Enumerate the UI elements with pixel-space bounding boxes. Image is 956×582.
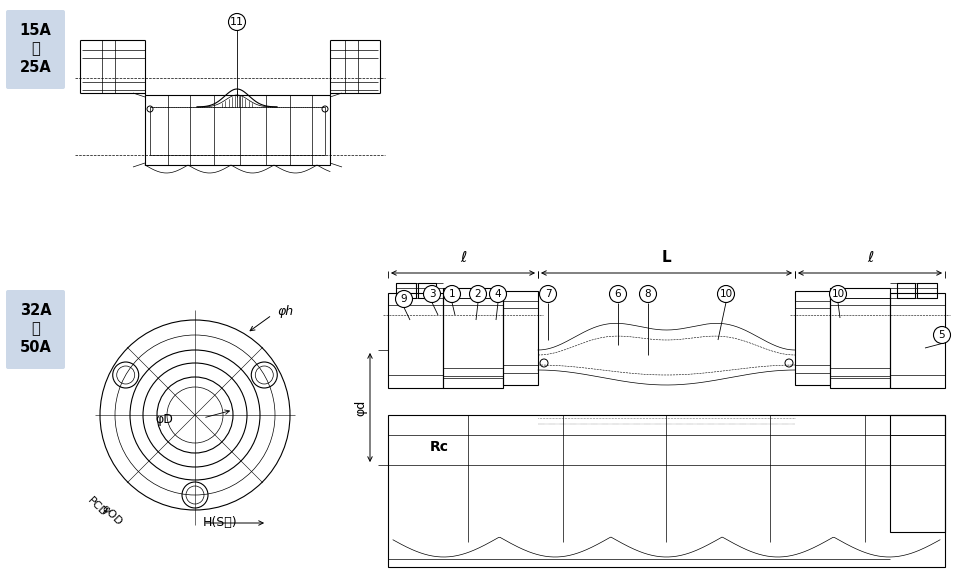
Text: 32A
〜
50A: 32A 〜 50A	[19, 303, 52, 355]
Text: 5: 5	[939, 330, 945, 340]
Bar	[443, 288, 503, 388]
Text: 15A
〜
25A: 15A 〜 25A	[19, 23, 52, 75]
Text: 4: 4	[494, 289, 501, 299]
Text: φOD: φOD	[99, 503, 124, 527]
Text: 1: 1	[448, 289, 455, 299]
Text: 7: 7	[545, 289, 552, 299]
Text: PCD: PCD	[85, 495, 109, 519]
Bar	[890, 293, 945, 388]
Text: 6: 6	[615, 289, 621, 299]
Text: 3: 3	[428, 289, 435, 299]
Circle shape	[718, 286, 734, 303]
Bar	[396, 283, 416, 298]
Bar	[890, 415, 945, 532]
Bar	[388, 415, 945, 567]
Bar	[443, 298, 503, 378]
Circle shape	[830, 286, 846, 303]
Circle shape	[444, 286, 461, 303]
Bar	[503, 291, 538, 385]
Circle shape	[228, 13, 246, 30]
Circle shape	[610, 286, 626, 303]
Text: 8: 8	[644, 289, 651, 299]
Text: 11: 11	[230, 17, 244, 27]
Bar	[145, 95, 330, 165]
Circle shape	[489, 286, 507, 303]
Bar	[890, 305, 945, 375]
Text: φD: φD	[155, 413, 173, 427]
Bar	[795, 291, 830, 385]
Text: φd: φd	[354, 399, 367, 416]
Bar	[150, 107, 325, 155]
Circle shape	[424, 286, 441, 303]
Text: ℓ: ℓ	[867, 250, 873, 265]
Bar	[830, 288, 890, 388]
Bar	[418, 283, 436, 298]
Text: 2: 2	[475, 289, 481, 299]
FancyBboxPatch shape	[6, 290, 65, 369]
Circle shape	[640, 286, 657, 303]
Bar	[917, 283, 937, 298]
Text: ℓ: ℓ	[460, 250, 467, 265]
Text: 10: 10	[832, 289, 844, 299]
Circle shape	[396, 290, 412, 307]
Bar	[897, 283, 915, 298]
Circle shape	[933, 327, 950, 343]
Text: Rc: Rc	[430, 440, 449, 454]
Bar	[830, 298, 890, 378]
Text: 10: 10	[720, 289, 732, 299]
Text: φh: φh	[277, 304, 293, 318]
Circle shape	[469, 286, 487, 303]
FancyBboxPatch shape	[6, 10, 65, 89]
Text: 9: 9	[401, 294, 407, 304]
Bar	[388, 305, 443, 375]
Bar	[388, 293, 443, 388]
Text: L: L	[662, 250, 671, 265]
Text: H(S角): H(S角)	[203, 516, 238, 530]
Circle shape	[539, 286, 556, 303]
